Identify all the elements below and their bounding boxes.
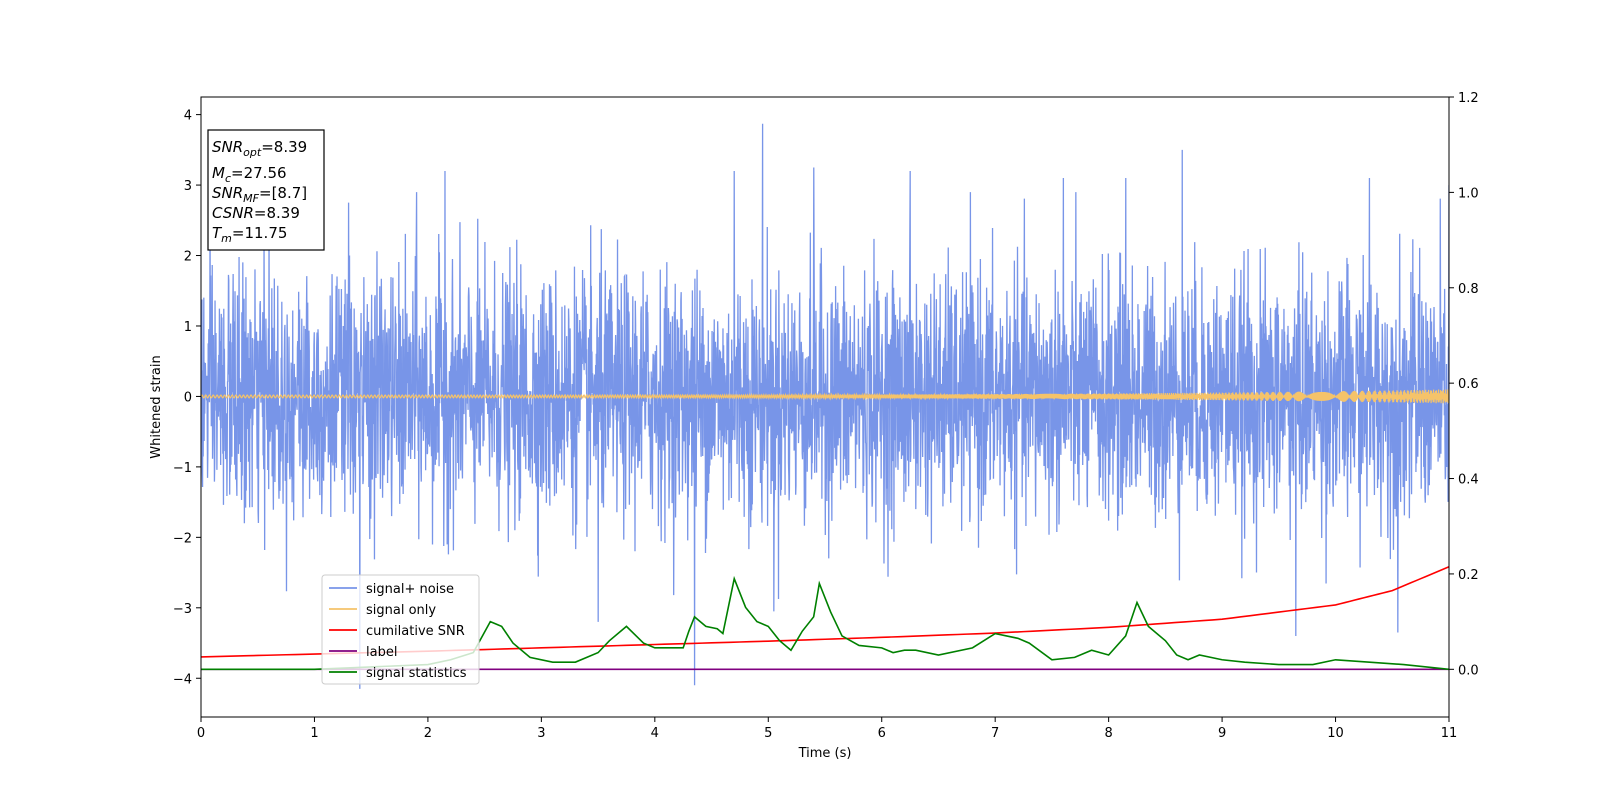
y-axis-right: 1.2 1.0 0.8 0.6 0.4 0.2 0.0 — [1449, 91, 1479, 678]
x-tick-label: 8 — [1104, 726, 1112, 741]
x-tick-label: 5 — [764, 726, 772, 741]
y-left-tick-label: 1 — [184, 320, 192, 335]
legend-entry-label: cumilative SNR — [366, 624, 465, 639]
y-left-tick-label: 4 — [184, 109, 192, 124]
x-tick-label: 7 — [991, 726, 999, 741]
svg-text:Tm=11.75: Tm=11.75 — [212, 224, 287, 245]
y-axis-left: 4 3 2 1 0 −1 −2 −3 −4 — [173, 109, 201, 687]
x-tick-label: 3 — [537, 726, 545, 741]
legend: signal+ noise signal only cumilative SNR la… — [321, 574, 480, 685]
series-signal-noise-line — [201, 123, 1449, 689]
y-left-tick-label: −1 — [173, 461, 192, 476]
x-tick-label: 9 — [1218, 726, 1226, 741]
y-right-tick-label: 0.4 — [1458, 473, 1479, 488]
y-right-tick-label: 0.6 — [1458, 377, 1479, 392]
x-tick-label: 2 — [424, 726, 432, 741]
annotation-tm: =11.75 — [232, 224, 288, 242]
series-signal-only-line — [201, 389, 1449, 404]
annotation-snr-opt: =8.39 — [261, 138, 307, 156]
y-axis-left-label: Whitened strain — [149, 355, 164, 458]
svg-text:CSNR=8.39: CSNR=8.39 — [212, 204, 300, 222]
annotation-snr-mf: =[8.7] — [259, 184, 307, 202]
svg-text:SNRopt=8.39: SNRopt=8.39 — [212, 138, 307, 159]
legend-entry-label: signal+ noise — [366, 582, 454, 597]
y-right-tick-label: 0.2 — [1458, 568, 1479, 583]
snr-annotation-box: SNRopt=8.39 Mc=27.56 SNRMF=[8.7] CSNR=8.… — [207, 129, 325, 251]
legend-entry-label: signal statistics — [366, 666, 467, 681]
x-tick-label: 6 — [878, 726, 886, 741]
annotation-csnr: =8.39 — [254, 204, 300, 222]
x-tick-label: 11 — [1441, 726, 1458, 741]
x-tick-label: 4 — [651, 726, 659, 741]
legend-entry-label: signal only — [366, 603, 436, 618]
series-signal-statistics-line — [201, 575, 1449, 671]
y-right-tick-label: 1.0 — [1458, 186, 1479, 201]
x-tick-label: 1 — [310, 726, 318, 741]
svg-text:SNRMF=[8.7]: SNRMF=[8.7] — [212, 184, 307, 205]
y-left-tick-label: 0 — [184, 390, 192, 405]
y-right-tick-label: 0.0 — [1458, 663, 1479, 678]
y-left-tick-label: −4 — [173, 672, 192, 687]
x-tick-label: 10 — [1327, 726, 1344, 741]
y-right-tick-label: 0.8 — [1458, 282, 1479, 297]
legend-entry-label: label — [366, 645, 397, 660]
x-axis: 0 1 2 3 4 5 6 7 8 9 10 11 — [197, 717, 1457, 741]
annotation-mc: =27.56 — [231, 164, 287, 182]
y-right-tick-label: 1.2 — [1458, 91, 1479, 106]
y-left-tick-label: −3 — [173, 602, 192, 617]
y-left-tick-label: −2 — [173, 531, 192, 546]
x-tick-label: 0 — [197, 726, 205, 741]
x-axis-label: Time (s) — [798, 746, 852, 761]
y-left-tick-label: 2 — [184, 250, 192, 265]
svg-text:Mc=27.56: Mc=27.56 — [212, 164, 287, 185]
y-left-tick-label: 3 — [184, 179, 192, 194]
plot-frame — [200, 96, 1450, 718]
